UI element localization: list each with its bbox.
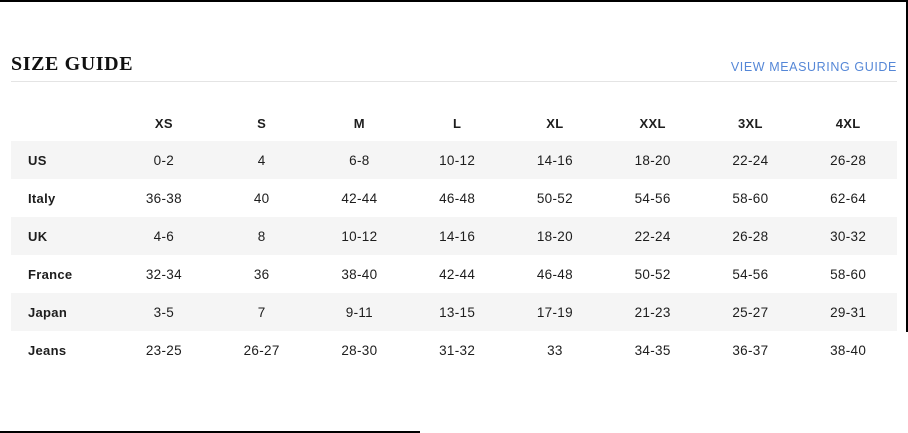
size-cell: 13-15 xyxy=(439,304,476,320)
size-column-header: L xyxy=(453,116,462,131)
size-cell: 36 xyxy=(253,266,270,282)
corner-cell xyxy=(11,82,115,141)
size-cell: 18-20 xyxy=(634,152,671,168)
size-cell: 28-30 xyxy=(341,342,378,358)
row-label: Italy xyxy=(28,190,56,206)
size-cell: 4-6 xyxy=(153,228,175,244)
size-cell: 54-56 xyxy=(634,190,671,206)
row-label: US xyxy=(28,152,47,168)
table-head: XS S M L XL XXL 3XL 4XL xyxy=(11,82,897,141)
size-cell: 42-44 xyxy=(439,266,476,282)
size-cell: 14-16 xyxy=(439,228,476,244)
size-cell: 18-20 xyxy=(536,228,573,244)
table-body: US 0-2 4 6-8 10-12 14-16 18-20 22-24 26-28 Italy 3… xyxy=(11,141,897,369)
size-cell: 25-27 xyxy=(732,304,769,320)
size-cell: 10-12 xyxy=(439,152,476,168)
size-cell: 17-19 xyxy=(536,304,573,320)
table-row: Jeans 23-25 26-27 28-30 31-32 33 34-35 36-37 38-… xyxy=(11,331,897,369)
row-label: Jeans xyxy=(28,342,67,358)
size-cell: 29-31 xyxy=(830,304,867,320)
size-guide-table: XS S M L XL XXL 3XL 4XL US 0-2 4 6-8 10-12 14-16 18-2… xyxy=(11,82,897,369)
table-row: France 32-34 36 38-40 42-44 46-48 50-52 54-56 58… xyxy=(11,255,897,293)
size-cell: 22-24 xyxy=(634,228,671,244)
screenshot-edge-top xyxy=(0,0,908,2)
table-row: Japan 3-5 7 9-11 13-15 17-19 21-23 25-27 29-31 xyxy=(11,293,897,331)
size-cell: 26-27 xyxy=(243,342,280,358)
size-cell: 10-12 xyxy=(341,228,378,244)
size-column-header: XXL xyxy=(639,116,666,131)
size-cell: 21-23 xyxy=(634,304,671,320)
size-cell: 23-25 xyxy=(145,342,182,358)
size-guide-header: SIZE GUIDE VIEW MEASURING GUIDE xyxy=(11,0,897,82)
size-cell: 0-2 xyxy=(153,152,175,168)
size-cell: 34-35 xyxy=(634,342,671,358)
size-cell: 26-28 xyxy=(830,152,867,168)
view-measuring-guide-link[interactable]: VIEW MEASURING GUIDE xyxy=(730,60,897,74)
size-cell: 54-56 xyxy=(732,266,769,282)
size-column-header: XL xyxy=(546,116,564,131)
size-column-header: M xyxy=(353,116,365,131)
size-cell: 33 xyxy=(547,342,563,358)
size-cell: 31-32 xyxy=(439,342,476,358)
size-cell: 7 xyxy=(257,304,266,320)
size-cell: 9-11 xyxy=(345,304,373,320)
size-cell: 22-24 xyxy=(732,152,769,168)
size-cell: 40 xyxy=(253,190,270,206)
size-cell: 58-60 xyxy=(830,266,867,282)
size-cell: 38-40 xyxy=(830,342,867,358)
size-cell: 46-48 xyxy=(536,266,573,282)
size-cell: 58-60 xyxy=(732,190,769,206)
row-label: France xyxy=(28,266,73,282)
size-cell: 8 xyxy=(257,228,266,244)
size-cell: 36-38 xyxy=(145,190,182,206)
screenshot-edge-bottom xyxy=(0,431,420,433)
table-row: US 0-2 4 6-8 10-12 14-16 18-20 22-24 26-28 xyxy=(11,141,897,179)
table-row: Italy 36-38 40 42-44 46-48 50-52 54-56 58-60 62-… xyxy=(11,179,897,217)
size-column-header: 3XL xyxy=(738,116,763,131)
size-cell: 14-16 xyxy=(536,152,573,168)
size-cell: 3-5 xyxy=(153,304,175,320)
size-column-header: 4XL xyxy=(835,116,861,131)
size-cell: 62-64 xyxy=(830,190,867,206)
size-column-header: XS xyxy=(154,116,173,131)
size-cell: 38-40 xyxy=(341,266,378,282)
size-cell: 42-44 xyxy=(341,190,378,206)
size-column-header: S xyxy=(257,116,267,131)
size-cell: 50-52 xyxy=(536,190,573,206)
screenshot-edge-right xyxy=(906,0,908,332)
size-cell: 46-48 xyxy=(439,190,476,206)
size-cell: 32-34 xyxy=(145,266,182,282)
size-header-row: XS S M L XL XXL 3XL 4XL xyxy=(11,82,897,141)
size-cell: 4 xyxy=(257,152,266,168)
row-label: Japan xyxy=(28,304,68,320)
page-title: SIZE GUIDE xyxy=(11,53,134,75)
table-row: UK 4-6 8 10-12 14-16 18-20 22-24 26-28 30-32 xyxy=(11,217,897,255)
row-label: UK xyxy=(28,228,48,244)
size-cell: 30-32 xyxy=(830,228,867,244)
size-cell: 26-28 xyxy=(732,228,769,244)
size-cell: 36-37 xyxy=(732,342,769,358)
size-cell: 50-52 xyxy=(634,266,671,282)
size-cell: 6-8 xyxy=(349,152,370,168)
